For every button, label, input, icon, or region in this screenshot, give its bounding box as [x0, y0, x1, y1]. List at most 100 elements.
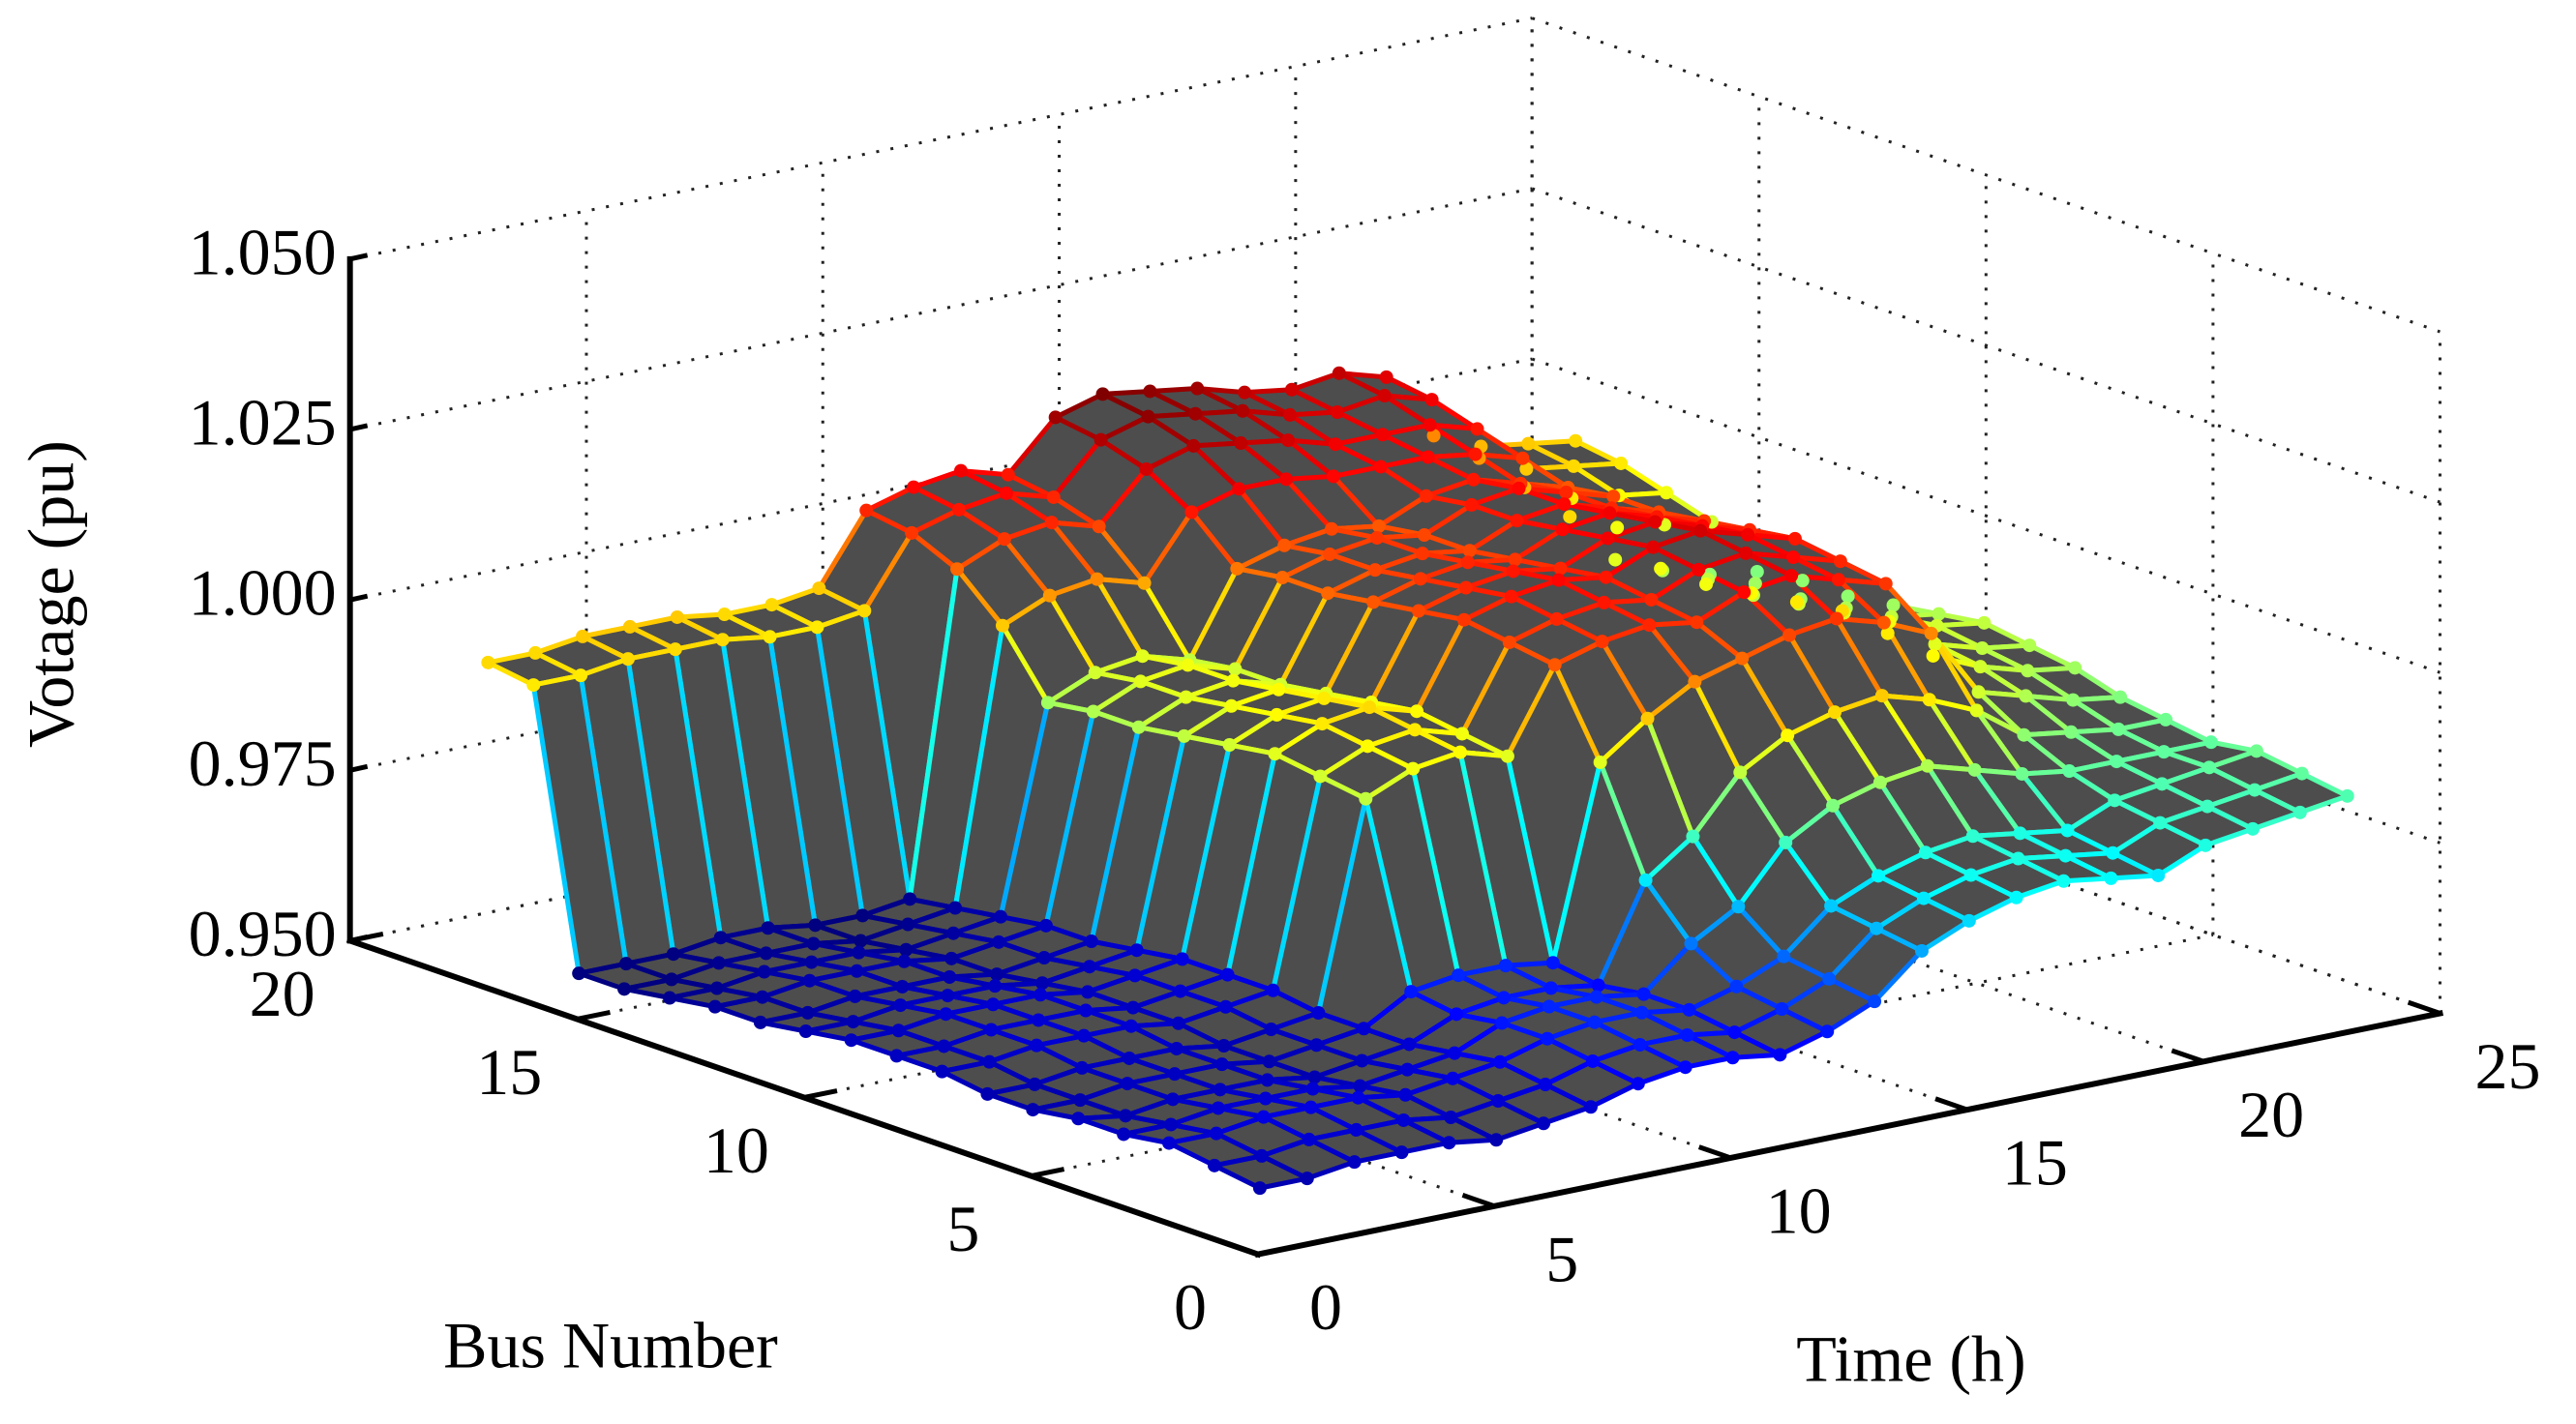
data-point — [1332, 366, 1346, 380]
data-point — [1042, 588, 1057, 603]
data-point — [2157, 745, 2172, 759]
data-point — [846, 1015, 860, 1029]
surface-edge — [1192, 411, 1243, 446]
data-point — [574, 668, 588, 683]
surface-edge — [1317, 773, 1368, 802]
surface-edge — [1872, 948, 1925, 1004]
surface-face — [1229, 714, 1323, 755]
data-point — [1648, 515, 1662, 529]
surface-edge — [1509, 578, 1562, 600]
surface-face — [1318, 798, 1412, 1029]
surface-face — [2020, 830, 2113, 856]
surface-edge — [1832, 709, 1883, 786]
surface-edge — [2070, 697, 2121, 732]
surface-face — [1558, 577, 1652, 603]
data-point — [1969, 703, 1984, 718]
data-point — [1162, 1136, 1177, 1150]
surface-edge — [1281, 543, 1333, 557]
data-point — [1419, 489, 1433, 503]
surface-face — [1976, 710, 2070, 774]
surface-edge — [1053, 391, 1106, 420]
surface-edge — [1550, 960, 1602, 988]
surface-edge — [1416, 584, 1469, 614]
surface-edge — [1185, 662, 1236, 684]
surface-edge — [1420, 550, 1471, 565]
data-point — [1323, 547, 1337, 561]
data-point — [707, 999, 722, 1014]
surface-edge — [1692, 679, 1743, 775]
surface-face — [1647, 681, 1741, 837]
data-point — [1824, 899, 1839, 913]
surface-edge — [1229, 687, 1281, 709]
data-point — [1226, 673, 1241, 688]
surface-edge — [1273, 712, 1325, 727]
surface-edge — [811, 940, 861, 956]
data-point — [2104, 871, 2118, 885]
data-point — [948, 901, 963, 915]
surface-edge — [1786, 616, 1840, 638]
surface-face — [1150, 388, 1243, 414]
y-tick — [349, 931, 384, 943]
surface-edge — [1219, 1061, 1271, 1083]
surface-edge — [1188, 486, 1242, 515]
surface-edge — [1272, 751, 1323, 779]
surface-face — [676, 614, 770, 640]
data-point — [950, 562, 965, 577]
surface-edge — [764, 940, 817, 956]
surface-edge — [952, 905, 1003, 920]
surface-edge — [1372, 550, 1425, 573]
surface-edge — [1281, 526, 1334, 549]
surface-edge — [1138, 678, 1189, 700]
y-tick-label: 0 — [1174, 1270, 1207, 1344]
surface-edge — [1934, 620, 1987, 629]
surface-edge — [1126, 1055, 1178, 1077]
surface-edge — [1140, 653, 1191, 668]
surface-edge — [1263, 1086, 1316, 1102]
surface-edge — [994, 955, 1047, 977]
surface-edge — [1416, 608, 1467, 623]
surface-edge — [1144, 466, 1194, 515]
surface-edge — [1361, 989, 1414, 1031]
surface-edge — [2016, 853, 2068, 862]
surface-edge — [765, 922, 818, 931]
data-point — [1822, 971, 1837, 986]
surface-edge — [1306, 1127, 1360, 1142]
surface-edge — [1265, 1077, 1316, 1092]
surface-face — [1358, 1094, 1452, 1120]
y-tick-label: 10 — [704, 1113, 769, 1187]
surface-edge — [1094, 577, 1148, 586]
data-point — [1820, 1024, 1835, 1039]
surface-edge — [2020, 768, 2072, 777]
data-point — [997, 532, 1011, 547]
surface-edge — [1079, 1065, 1130, 1086]
data-point — [1924, 626, 1938, 640]
y-tick-label: 20 — [250, 957, 315, 1030]
data-point — [1446, 1071, 1460, 1085]
data-point — [992, 934, 1006, 949]
data-point — [1559, 486, 1573, 500]
data-point — [2247, 783, 2261, 797]
surface-edge — [1404, 1051, 1457, 1073]
data-point — [1777, 949, 1791, 964]
surface-edge — [1223, 1004, 1274, 1032]
data-point — [1327, 469, 1341, 484]
surface-edge — [1603, 575, 1654, 603]
surface-edge — [1968, 856, 2022, 878]
surface-face — [1146, 445, 1240, 513]
data-point — [1460, 555, 1475, 570]
surface-edge — [718, 934, 769, 956]
surface-edge — [958, 468, 1011, 478]
surface-edge — [1461, 594, 1514, 623]
surface-edge — [1400, 1114, 1453, 1123]
data-point — [1396, 1112, 1411, 1127]
surface-edge — [1130, 989, 1183, 1011]
data-point — [1366, 595, 1381, 609]
surface-edge — [1077, 1081, 1130, 1103]
surface-edge — [1919, 918, 1972, 954]
z-tick-label: 1.025 — [189, 386, 337, 460]
surface-edge — [1374, 535, 1425, 556]
data-point — [620, 652, 635, 667]
surface-edge — [1100, 388, 1153, 397]
surface-edge — [1037, 989, 1091, 997]
surface-edge — [1792, 536, 1843, 564]
